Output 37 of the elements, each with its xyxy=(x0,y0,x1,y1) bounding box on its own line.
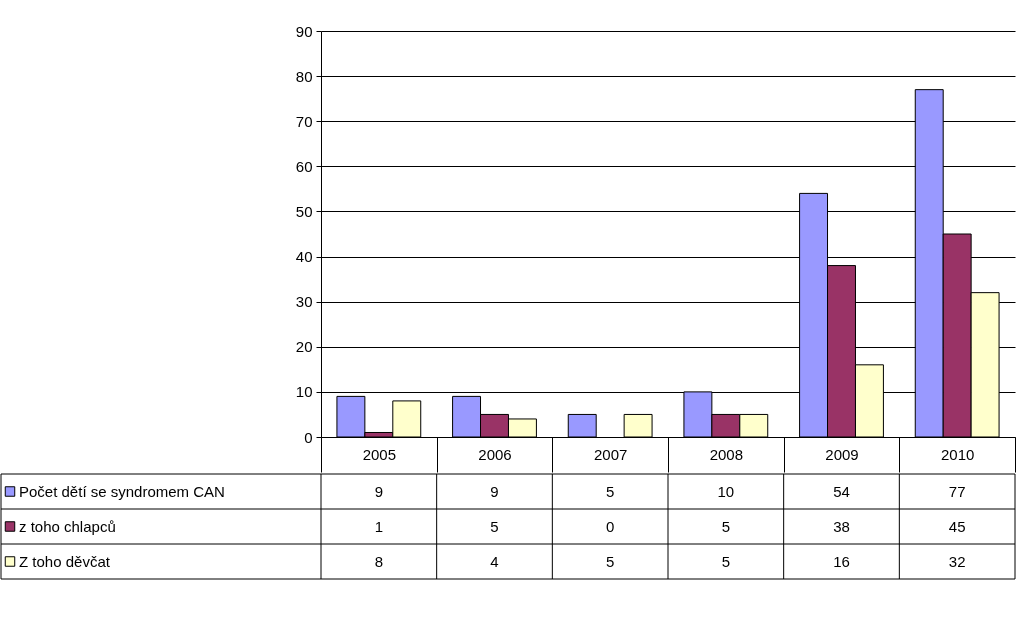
data-label: 5 xyxy=(721,552,731,570)
y-tick-label: 80 xyxy=(295,67,313,85)
y-tick-label: 70 xyxy=(295,112,313,130)
x-tick-label: 2009 xyxy=(825,445,859,463)
data-label: 4 xyxy=(490,552,499,570)
y-tick-label: 50 xyxy=(295,202,313,220)
y-tick-label: 20 xyxy=(295,338,313,356)
legend-label: Z toho děvčat xyxy=(19,552,111,570)
y-tick-label: 30 xyxy=(295,293,313,311)
data-label: 8 xyxy=(374,552,384,570)
x-tick-label: 2010 xyxy=(940,445,975,463)
x-tick-label: 2008 xyxy=(709,445,744,463)
y-tick-label: 60 xyxy=(295,157,313,175)
data-label: 5 xyxy=(721,517,731,535)
x-tick-label: 2006 xyxy=(478,445,512,463)
data-label: 5 xyxy=(490,517,499,535)
data-label: 38 xyxy=(833,517,850,535)
y-tick-label: 10 xyxy=(295,383,313,401)
data-label: 5 xyxy=(605,482,615,500)
x-tick-label: 2005 xyxy=(362,445,397,463)
y-tick-label: 0 xyxy=(304,428,313,446)
data-label: 10 xyxy=(717,482,735,500)
data-label: 16 xyxy=(833,552,850,570)
legend-label: Počet dětí se syndromem CAN xyxy=(19,482,225,500)
data-label: 5 xyxy=(605,552,615,570)
data-label: 54 xyxy=(833,482,850,500)
legend-label: z toho chlapců xyxy=(19,517,116,535)
data-label: 0 xyxy=(605,517,615,535)
x-tick-label: 2007 xyxy=(593,445,628,463)
data-label: 32 xyxy=(948,552,966,570)
y-tick-label: 90 xyxy=(295,22,313,40)
data-label: 1 xyxy=(374,517,384,535)
data-label: 45 xyxy=(948,517,966,535)
data-label: 77 xyxy=(948,482,966,500)
y-tick-label: 40 xyxy=(295,248,313,266)
data-label: 9 xyxy=(490,482,499,500)
data-label: 9 xyxy=(374,482,384,500)
